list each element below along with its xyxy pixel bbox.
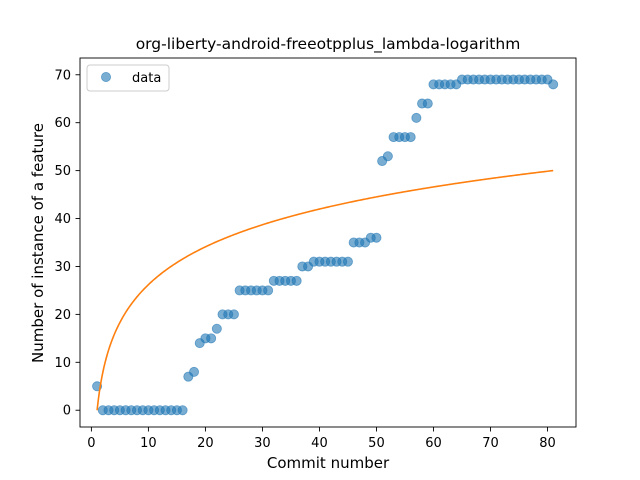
x-tick-label: 40 — [311, 436, 328, 451]
x-axis-title: Commit number — [267, 454, 390, 472]
legend-marker — [101, 72, 112, 83]
x-tick-label: 50 — [368, 436, 385, 451]
axes-frame — [79, 57, 577, 428]
y-axis-title: Number of instance of a feature — [29, 123, 47, 363]
data-point — [411, 112, 422, 123]
x-tick-label: 10 — [140, 436, 157, 451]
y-tick-label: 70 — [54, 68, 71, 83]
y-tick-label: 40 — [54, 212, 71, 227]
fit-curve-line — [96, 169, 554, 411]
data-point — [211, 323, 222, 334]
data-point — [291, 275, 302, 286]
x-tick-label: 20 — [197, 436, 214, 451]
data-point — [228, 309, 239, 320]
data-point — [548, 79, 559, 90]
data-point — [422, 98, 433, 109]
data-point — [189, 366, 200, 377]
data-point — [177, 405, 188, 416]
x-tick-label: 70 — [482, 436, 499, 451]
x-tick-label: 30 — [254, 436, 271, 451]
legend-box — [86, 64, 170, 92]
x-tick-label: 60 — [425, 436, 442, 451]
data-point — [405, 132, 416, 143]
plot-area — [92, 74, 559, 416]
axes: 0 10 20 30 40 50 60 70 80 0 10 20 30 40 50 60 70 — [54, 57, 577, 451]
legend: data — [86, 64, 170, 92]
legend-label: data — [132, 71, 161, 86]
y-tick-label: 30 — [54, 260, 71, 275]
y-tick-label: 10 — [54, 356, 71, 371]
data-point — [342, 256, 353, 267]
data-point — [263, 285, 274, 296]
data-point — [371, 232, 382, 243]
y-tick-label: 0 — [63, 404, 71, 419]
data-point — [382, 151, 393, 162]
y-tick-label: 20 — [54, 308, 71, 323]
data-point — [206, 333, 217, 344]
y-tick-label: 50 — [54, 164, 71, 179]
chart-title: org-liberty-android-freeotpplus_lambda-l… — [136, 35, 521, 54]
y-tick-label: 60 — [54, 116, 71, 131]
x-tick-label: 0 — [87, 436, 95, 451]
x-tick-label: 80 — [539, 436, 556, 451]
